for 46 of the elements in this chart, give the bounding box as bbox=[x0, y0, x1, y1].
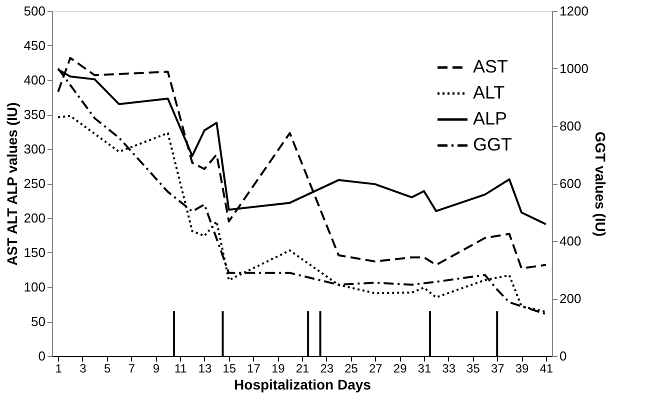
x-tick-label: 31 bbox=[418, 362, 432, 376]
legend-label: AST bbox=[473, 56, 508, 76]
y2-axis-title: GGT values (IU) bbox=[592, 131, 608, 237]
y-tick-label: 400 bbox=[24, 72, 46, 88]
y-tick-label: 500 bbox=[24, 4, 46, 18]
x-tick-label: 41 bbox=[540, 362, 554, 376]
x-tick-label: 27 bbox=[368, 362, 383, 376]
legend-label: ALP bbox=[473, 108, 508, 128]
x-tick-label: 13 bbox=[198, 362, 212, 376]
y-tick-label: 300 bbox=[24, 142, 46, 156]
y2-tick-label: 200 bbox=[560, 291, 582, 306]
y-tick-label: 0 bbox=[38, 348, 46, 364]
y2-tick-label: 1000 bbox=[560, 61, 588, 76]
y2-tick-label: 1200 bbox=[560, 4, 588, 18]
y-tick-label: 200 bbox=[24, 210, 46, 226]
y-tick-label: 150 bbox=[24, 245, 46, 260]
y-tick-label: 50 bbox=[31, 314, 46, 329]
y-axis-title: AST ALT ALP values (IU) bbox=[4, 102, 20, 266]
y-tick-label: 100 bbox=[24, 280, 46, 294]
x-tick-label: 1 bbox=[55, 362, 62, 376]
x-tick-label: 29 bbox=[393, 362, 408, 376]
y2-tick-label: 800 bbox=[560, 118, 582, 134]
y-tick-label: 350 bbox=[24, 107, 46, 122]
x-tick-label: 3 bbox=[80, 362, 87, 376]
x-tick-label: 35 bbox=[466, 362, 480, 376]
y-tick-label: 450 bbox=[24, 38, 46, 53]
x-tick-label: 21 bbox=[296, 362, 310, 376]
y2-tick-label: 0 bbox=[560, 348, 567, 364]
x-tick-label: 23 bbox=[320, 362, 334, 376]
x-tick-label: 19 bbox=[271, 362, 286, 376]
legend-label: ALT bbox=[473, 82, 505, 102]
x-tick-label: 33 bbox=[442, 362, 456, 376]
x-tick-label: 25 bbox=[344, 362, 358, 376]
y2-tick-label: 600 bbox=[560, 176, 582, 191]
x-tick-label: 11 bbox=[174, 362, 188, 376]
x-axis-title: Hospitalization Days bbox=[234, 376, 372, 392]
x-tick-label: 39 bbox=[515, 362, 530, 376]
x-tick-label: 37 bbox=[490, 362, 505, 376]
x-tick-label: 7 bbox=[128, 362, 136, 376]
x-tick-label: 17 bbox=[247, 362, 261, 376]
legend-label: GGT bbox=[473, 134, 512, 154]
y-tick-label: 250 bbox=[24, 176, 46, 191]
x-tick-label: 15 bbox=[222, 362, 236, 376]
x-tick-label: 5 bbox=[104, 362, 112, 376]
x-tick-label: 9 bbox=[152, 362, 160, 376]
y2-tick-label: 400 bbox=[560, 234, 582, 248]
